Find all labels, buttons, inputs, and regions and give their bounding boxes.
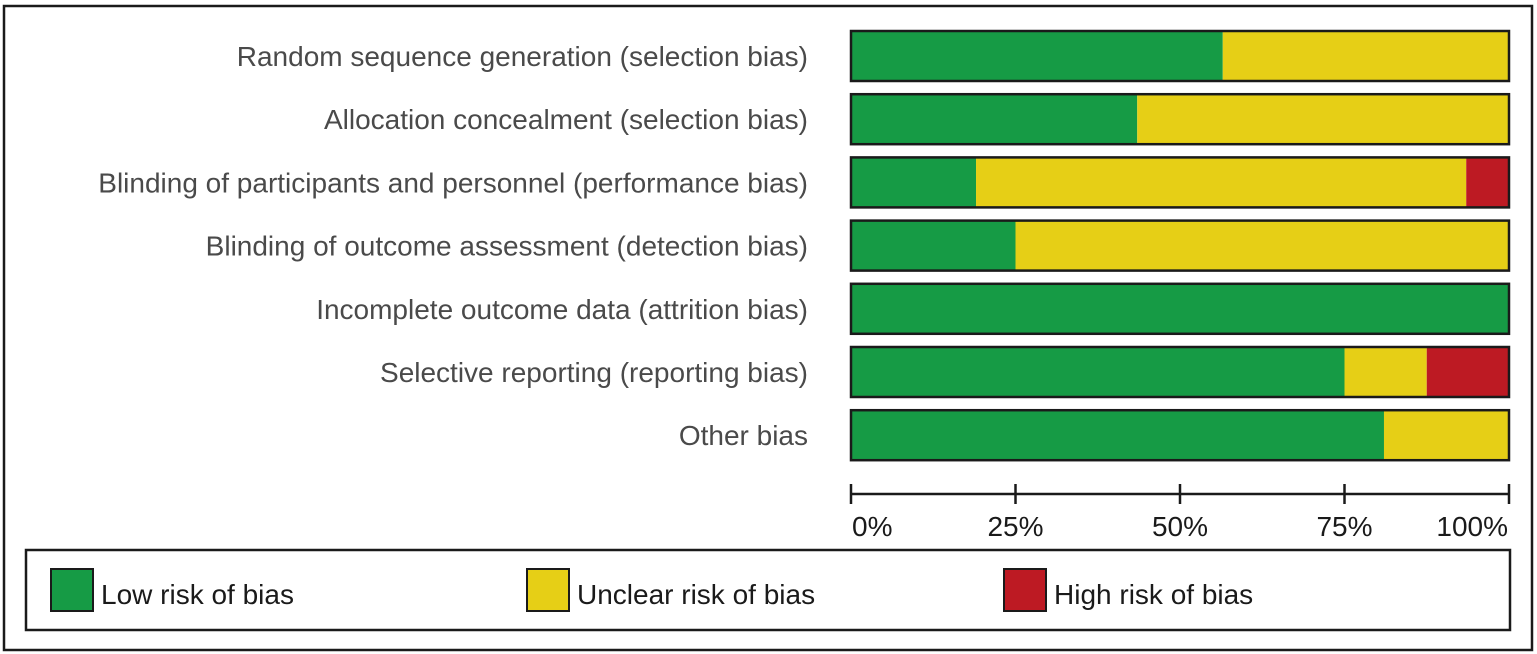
legend-swatch-low-risk <box>50 568 94 612</box>
bar-segment-low-risk <box>851 157 977 208</box>
bar-segment-low-risk <box>851 94 1138 145</box>
bar-outline <box>849 282 1511 336</box>
legend-label: Low risk of bias <box>101 579 294 610</box>
row-label: Allocation concealment (selection bias) <box>324 104 808 135</box>
bar-segment-low-risk <box>851 410 1384 461</box>
bar-outline <box>849 345 1511 399</box>
legend-label: High risk of bias <box>1054 579 1253 610</box>
bar-segment-unclear-risk <box>1015 220 1509 271</box>
x-tick-label: 50% <box>1152 511 1208 542</box>
bar-segment-unclear-risk <box>976 157 1467 208</box>
row-labels: Random sequence generation (selection bi… <box>98 41 808 451</box>
row-label: Other bias <box>679 420 808 451</box>
x-tick-label: 75% <box>1316 511 1372 542</box>
bar-outline <box>849 408 1511 462</box>
bar-segment-unclear-risk <box>1344 347 1427 397</box>
bar-outline <box>849 29 1511 83</box>
bar-segment-low-risk <box>851 283 1509 334</box>
legend-swatch-high-risk <box>1003 568 1047 612</box>
row-label: Random sequence generation (selection bi… <box>237 41 808 72</box>
bar-segment-high-risk <box>1466 157 1509 208</box>
bar-outline <box>849 219 1511 272</box>
x-tick-label: 25% <box>987 511 1043 542</box>
bar-segment-unclear-risk <box>1383 410 1509 461</box>
row-label: Blinding of outcome assessment (detectio… <box>206 231 808 262</box>
bar-segment-high-risk <box>1426 347 1509 397</box>
bar-segment-unclear-risk <box>1137 94 1509 145</box>
bar-outline <box>849 156 1511 209</box>
legend-label: Unclear risk of bias <box>577 579 815 610</box>
bar-segment-low-risk <box>851 31 1223 81</box>
legend-swatch-unclear-risk <box>526 568 570 612</box>
x-axis: 0% 25% 50% 75% 100% <box>849 484 1511 542</box>
row-label: Incomplete outcome data (attrition bias) <box>316 294 808 325</box>
x-tick-label: 100% <box>1436 511 1508 542</box>
row-label: Blinding of participants and personnel (… <box>98 167 808 198</box>
bar-segment-low-risk <box>851 347 1345 397</box>
stacked-bars <box>849 29 1511 462</box>
bar-segment-unclear-risk <box>1222 31 1509 81</box>
bar-outline <box>849 92 1511 146</box>
legend: Low risk of bias Unclear risk of bias High… <box>24 548 1512 632</box>
bar-segment-low-risk <box>851 220 1016 271</box>
x-tick-label: 0% <box>852 511 892 542</box>
legend-frame <box>24 548 1512 632</box>
row-label: Selective reporting (reporting bias) <box>380 357 808 388</box>
